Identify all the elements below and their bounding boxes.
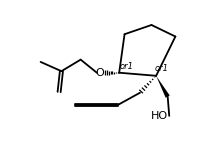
Text: or1: or1 [120,62,134,71]
Text: O: O [96,68,104,78]
Text: HO: HO [151,111,168,121]
Text: or1: or1 [155,65,169,73]
Polygon shape [156,76,170,98]
